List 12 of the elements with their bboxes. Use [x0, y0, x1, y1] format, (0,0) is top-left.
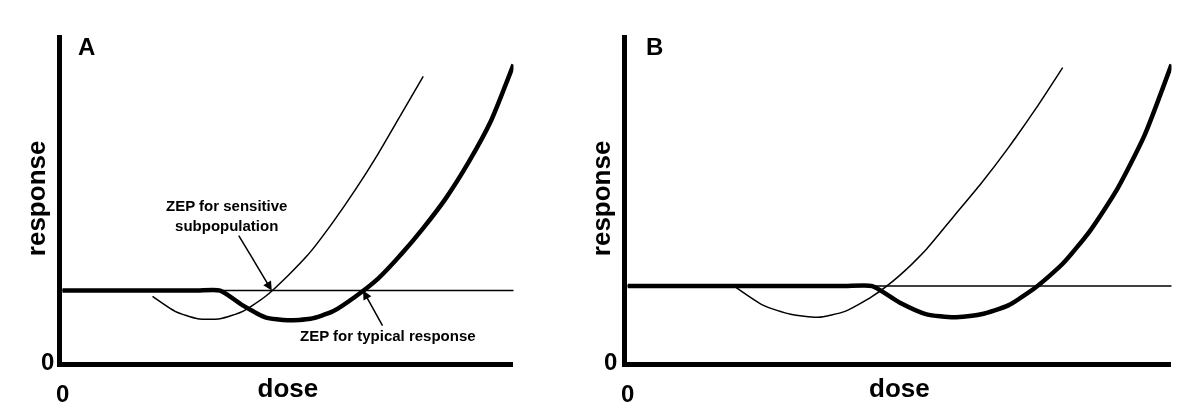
text: 0: [604, 348, 618, 375]
x-axis-title: dose: [257, 372, 319, 403]
text: 0: [621, 380, 635, 407]
y-axis-title: response: [585, 140, 616, 257]
text: 0: [41, 348, 55, 375]
annotation: ZEP for typical response: [300, 327, 476, 344]
x-axis-title: dose: [869, 372, 930, 403]
y-axis-title: response: [20, 140, 51, 257]
chart-title: A: [78, 33, 96, 60]
annotation: ZEP for sensitive subpopulation: [166, 197, 288, 234]
chart-title: B: [646, 33, 664, 60]
text: 0: [56, 380, 70, 407]
